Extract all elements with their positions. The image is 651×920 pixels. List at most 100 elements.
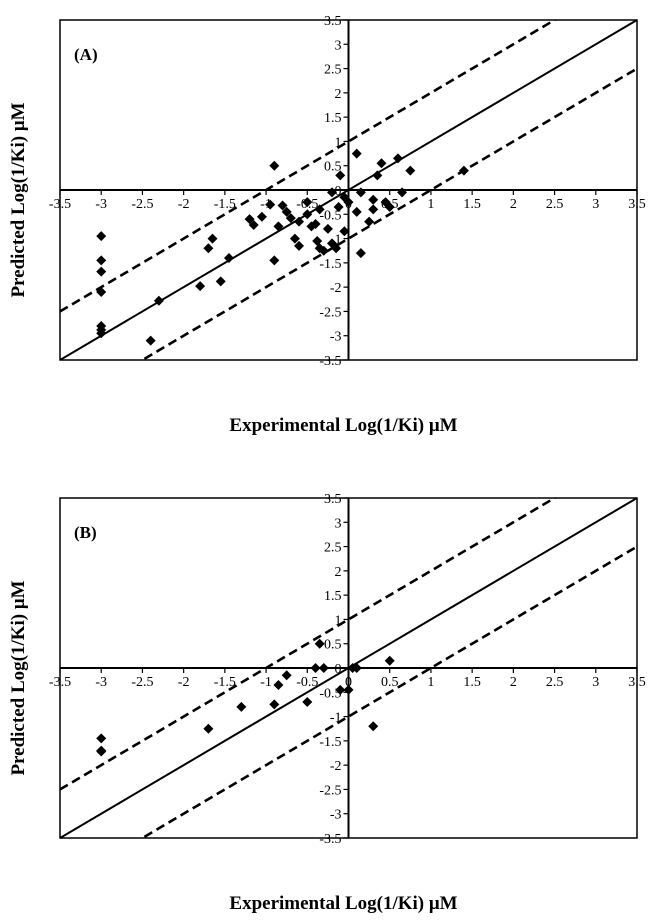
panel-a-data-point	[405, 165, 416, 176]
panel-a-y-tick-label: 1	[335, 135, 342, 150]
panel-b-x-tick-label: 2	[510, 675, 517, 690]
panel-a-y-tick-label: -2.5	[319, 305, 341, 320]
panel-b-x-tick-label: 3.5	[628, 675, 646, 690]
panel-b-y-tick-label: 0.5	[324, 638, 342, 653]
panel-a-data-point	[96, 231, 107, 242]
panel-b-y-tick-label: -3	[330, 808, 342, 823]
panel-a-data-point	[302, 209, 313, 220]
panel-b-data-point	[351, 663, 362, 673]
panel-a-x-tick-label: -2	[178, 197, 190, 212]
panel-a-data-point	[96, 266, 107, 277]
panel-a-data-point	[294, 240, 305, 251]
panel-b-x-tick-label: -2	[178, 675, 190, 690]
panel-b-y-tick-label: 2	[335, 565, 342, 580]
panel-a-data-point	[269, 160, 280, 171]
panel-a-y-axis-label: Predicted Log(1/Ki) μM	[8, 102, 29, 297]
panel-b-label: (B)	[74, 523, 97, 542]
panel-b-y-tick-label: -3.5	[319, 832, 341, 847]
panel-a-data-point	[335, 170, 346, 181]
panel-a-x-axis-label: Experimental Log(1/Ki) μM	[229, 415, 457, 436]
panel-a-y-tick-label: 2	[335, 87, 342, 102]
panel-b-x-tick-label: 1.5	[463, 675, 481, 690]
panel-b-x-tick-label: -3.5	[49, 675, 71, 690]
panel-a-data-point	[331, 243, 342, 254]
panel-b-data-point	[281, 670, 292, 681]
panel-b-data-point	[236, 701, 247, 712]
panel-b-x-tick-label: 3	[592, 675, 599, 690]
panel-a-data-point	[343, 197, 354, 208]
panel-a-data-point	[195, 281, 206, 292]
panel-a-data-point	[285, 213, 296, 224]
panel-a-y-tick-label: -1	[330, 233, 342, 248]
panel-b-x-tick-label: 2.5	[546, 675, 564, 690]
panel-b-x-tick-label: 0.5	[381, 675, 399, 690]
panel-a-data-point	[355, 187, 366, 198]
panel-a-data-point	[203, 243, 214, 254]
panel-a-x-tick-label: 1	[427, 197, 434, 212]
panel-a-data-point	[351, 148, 362, 159]
panel-b-data-point	[318, 663, 329, 673]
panel-a-data-point	[96, 287, 107, 297]
panel-b-data-point	[203, 723, 214, 734]
panel-b-y-tick-label: -1	[330, 711, 342, 726]
panel-b-y-tick-label: -1.5	[319, 735, 341, 750]
panel-a: -3.5 -3 -2.5 -2 -1.5 -1 -0.5 0 0.5 1 1.5 2 2.5 3 3.5 3.…	[8, 14, 646, 436]
panel-b-data-point	[273, 680, 284, 690]
panel-b-y-tick-label: 2.5	[324, 541, 342, 556]
panel-a-y-tick-label: -0.5	[319, 208, 341, 223]
panel-a-data-point	[397, 187, 408, 198]
panel-b-data-point	[302, 697, 313, 707]
panel-a-y-tick-label: 3.5	[324, 14, 342, 29]
panel-a-data-point	[96, 255, 107, 266]
panel-a-data-point	[322, 223, 333, 234]
panel-a-y-tick-label: -1.5	[319, 257, 341, 272]
panel-b-y-tick-label: -2	[330, 759, 342, 774]
panel-a-y-tick-label: -2	[330, 281, 342, 296]
panel-a-data-point	[372, 170, 383, 181]
panel-b-y-tick-label: 1	[335, 613, 342, 628]
panel-a-data-point	[281, 206, 292, 217]
panel-a-data-point	[318, 245, 329, 256]
panel-a-data-point	[289, 233, 300, 244]
panel-b-data-point	[314, 638, 325, 649]
panel-b-x-tick-label: -3	[95, 675, 107, 690]
panel-a-data-point	[392, 153, 403, 164]
panel-b-data-point	[96, 746, 107, 757]
panel-a-data-point	[277, 200, 288, 211]
panel-a-data-point	[368, 204, 379, 215]
panel-b-x-axis-label: Experimental Log(1/Ki) μM	[229, 893, 457, 914]
panel-a-x-tick-label: 3.5	[628, 197, 646, 212]
panel-b-x-tick-label: -1.5	[214, 675, 236, 690]
panel-a-x-tick-label: 2.5	[546, 197, 564, 212]
panel-a-data-point	[294, 216, 305, 227]
panel-a-data-point	[333, 202, 344, 212]
panel-b-x-tick-label: -1	[260, 675, 272, 690]
panel-a-y-tick-label: 0.5	[324, 160, 342, 175]
panel-a-data-point	[314, 204, 325, 215]
panel-a-data-point	[302, 197, 313, 208]
panel-a-data-point	[269, 255, 280, 266]
panel-a-label: (A)	[74, 45, 98, 64]
panel-a-data-point	[310, 219, 321, 229]
panel-a-y-tick-label: 2.5	[324, 63, 342, 78]
panel-b-y-tick-label: 1.5	[324, 589, 342, 604]
panel-a-data-point	[256, 211, 267, 222]
panel-a-x-tick-label: 2	[510, 197, 517, 212]
panel-a-data-point	[368, 194, 379, 205]
panel-a-y-tick-label: -3.5	[319, 354, 341, 369]
panel-a-x-tick-label: -3	[95, 197, 107, 212]
panel-b-data-point	[310, 663, 321, 673]
panel-a-data-point	[376, 158, 387, 169]
panel-a-data-point	[339, 226, 350, 237]
panel-a-data-point	[327, 187, 338, 198]
panel-a-x-tick-label: -3.5	[49, 197, 71, 212]
panel-a-data-point	[355, 248, 366, 259]
panel-a-data-point	[153, 295, 164, 306]
panel-b-data-point	[335, 684, 346, 695]
panel-a-data-point	[458, 165, 469, 176]
panel-b-y-tick-label: -2.5	[319, 783, 341, 798]
panel-a-y-tick-label: -3	[330, 330, 342, 345]
panel-a-x-tick-label: -1.5	[214, 197, 236, 212]
panel-b-x-tick-label: 1	[427, 675, 434, 690]
panel-b-x-tick-label: -2.5	[131, 675, 153, 690]
